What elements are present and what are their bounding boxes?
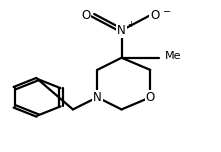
Text: N: N xyxy=(117,24,126,37)
Text: O: O xyxy=(146,91,155,104)
Text: +: + xyxy=(127,20,134,29)
Text: N: N xyxy=(93,91,102,104)
Text: O: O xyxy=(82,9,91,22)
Text: −: − xyxy=(163,7,171,17)
Text: Me: Me xyxy=(165,51,181,61)
Text: O: O xyxy=(150,9,159,22)
